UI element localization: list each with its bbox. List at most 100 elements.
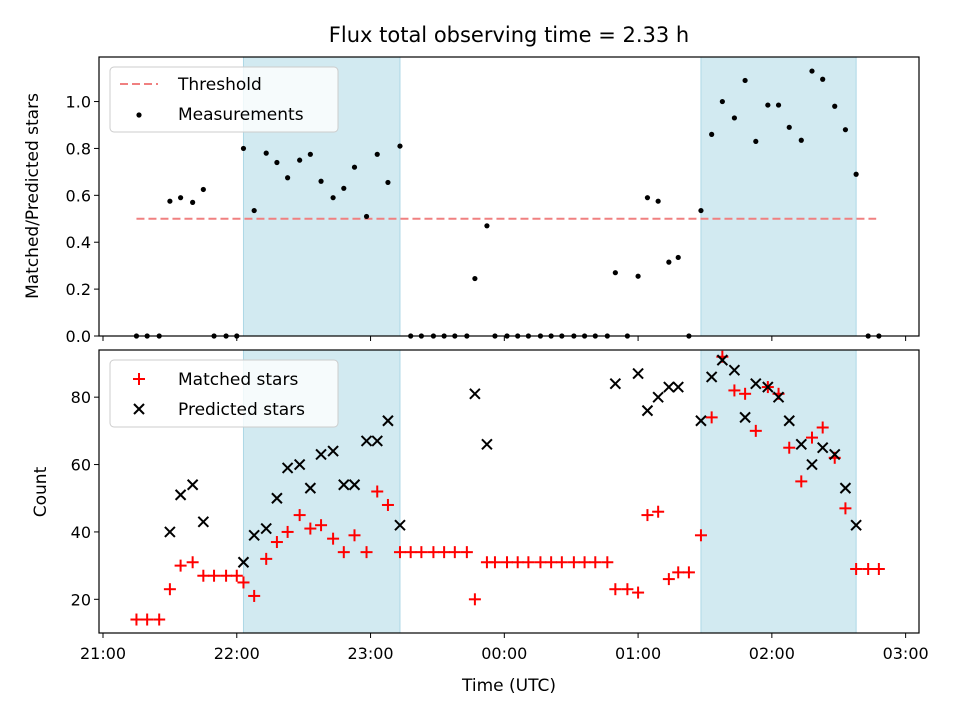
matched-star-point-11: [248, 589, 261, 602]
measurement-point-54: [719, 98, 725, 105]
measurement-point-20: [351, 164, 358, 170]
matched-star-point-53: [705, 411, 718, 424]
matched-star-point-7: [208, 569, 221, 582]
legend-matched-marker: [133, 373, 145, 385]
matched-star-point-25: [404, 546, 417, 559]
predicted-star-point-35: [783, 415, 795, 427]
matched-star-point-51: [682, 566, 695, 579]
measurement-point-6: [200, 186, 206, 193]
measurement-point-19: [341, 185, 347, 191]
measurement-point-46: [635, 273, 641, 279]
matched-star-point-18: [327, 532, 340, 545]
measurement-point-57: [753, 138, 759, 145]
predicted-star-point-8: [281, 462, 294, 474]
matched-star-point-55: [728, 384, 741, 397]
predicted-star-point-31: [739, 411, 751, 424]
xtick-label-2: 23:00: [347, 644, 393, 663]
predicted-star-point-40: [839, 482, 852, 494]
matched-star-point-68: [872, 562, 885, 575]
matched-star-point-39: [555, 556, 568, 569]
matched-star-point-23: [381, 498, 394, 511]
matched-star-point-62: [805, 431, 818, 444]
matched-star-point-5: [186, 556, 199, 569]
predicted-star-point-11: [315, 448, 327, 461]
matched-star-point-26: [415, 546, 428, 559]
predicted-star-point-16: [371, 435, 383, 447]
measurement-point-59: [775, 102, 782, 108]
legend-measurements-marker: [136, 112, 142, 118]
measurement-point-63: [820, 76, 826, 82]
top-ytick-label-5: 1.0: [66, 93, 91, 112]
matched-star-point-10: [237, 576, 250, 589]
bottom-plot-frame: [98, 349, 920, 634]
measurement-point-53: [709, 131, 715, 137]
measurement-point-10: [240, 145, 247, 152]
measurement-point-21: [363, 213, 370, 220]
matched-star-point-44: [609, 583, 622, 596]
predicted-star-point-30: [728, 364, 741, 376]
legend-matched-label: Matched stars: [178, 370, 298, 390]
predicted-star-point-33: [762, 381, 774, 393]
legend-predicted-marker: [133, 403, 145, 415]
predicted-star-point-0: [164, 526, 176, 538]
predicted-star-point-10: [304, 482, 317, 494]
matched-star-point-56: [739, 387, 752, 400]
matched-star-point-28: [438, 546, 451, 559]
measurement-point-47: [644, 195, 651, 201]
matched-star-point-61: [795, 475, 808, 488]
matched-star-point-29: [448, 546, 461, 559]
measurement-point-56: [742, 77, 748, 84]
predicted-star-point-38: [816, 441, 829, 454]
predicted-star-point-20: [481, 438, 493, 451]
top-plot-frame: [98, 56, 920, 337]
matched-star-point-36: [522, 556, 535, 569]
matched-star-point-4: [174, 559, 187, 572]
predicted-star-point-17: [382, 415, 394, 427]
matched-star-point-19: [337, 546, 350, 559]
matched-star-point-14: [281, 525, 294, 538]
matched-star-point-21: [360, 546, 373, 559]
matched-star-point-30: [460, 546, 473, 559]
xtick-label-0: 21:00: [80, 644, 126, 663]
matched-star-point-35: [511, 556, 524, 569]
predicted-star-point-3: [197, 516, 210, 528]
matched-star-point-9: [230, 569, 243, 582]
matched-star-point-24: [393, 546, 406, 559]
matched-star-point-63: [816, 421, 829, 434]
matched-star-point-16: [304, 522, 317, 535]
bottom-ylabel: Count: [31, 466, 51, 517]
predicted-star-point-5: [248, 529, 260, 542]
predicted-star-point-19: [469, 388, 481, 400]
xtick-label-6: 03:00: [883, 644, 929, 663]
x-axis-label: Time (UTC): [461, 676, 556, 696]
xtick-label-3: 00:00: [481, 644, 527, 663]
bot-ytick-label-1: 40: [71, 523, 91, 542]
matched-star-point-12: [260, 552, 273, 565]
measurement-point-61: [798, 137, 804, 143]
matched-star-point-45: [621, 583, 634, 596]
predicted-star-point-24: [652, 391, 664, 403]
matched-star-point-27: [427, 546, 440, 559]
matched-star-point-41: [578, 556, 591, 569]
matched-star-point-43: [601, 556, 614, 569]
predicted-star-point-15: [360, 435, 373, 447]
measurement-point-44: [612, 270, 618, 276]
predicted-star-point-41: [850, 519, 862, 531]
xtick-label-1: 22:00: [214, 644, 260, 663]
predicted-star-point-13: [338, 479, 350, 491]
measurement-point-55: [731, 115, 737, 121]
measurement-point-32: [484, 223, 490, 229]
matched-star-point-67: [862, 562, 875, 575]
measurement-point-48: [655, 198, 661, 204]
predicted-star-point-34: [772, 391, 785, 403]
top-ytick-label-2: 0.4: [66, 233, 91, 252]
matched-star-point-20: [348, 529, 361, 542]
legend-measurements-label: Measurements: [178, 105, 304, 125]
matched-star-point-2: [153, 613, 166, 626]
matched-star-point-40: [567, 556, 580, 569]
predicted-star-point-27: [695, 415, 707, 427]
predicted-star-point-9: [293, 458, 306, 471]
matched-star-point-13: [270, 536, 283, 549]
bottom-legend: Matched stars Predicted stars: [109, 359, 339, 428]
measurement-point-52: [698, 207, 704, 214]
